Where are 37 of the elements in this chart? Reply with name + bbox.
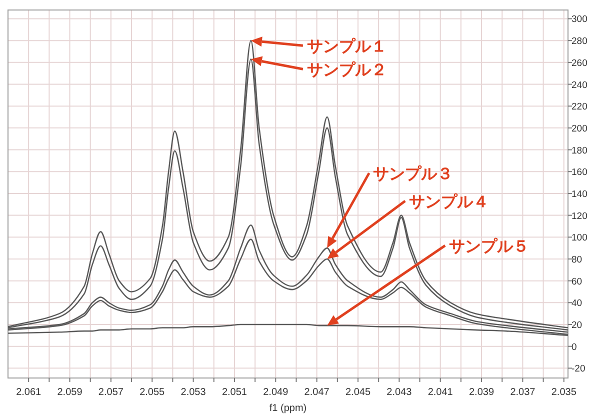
y-tick-label: 160 — [572, 167, 588, 178]
y-tick-label: 0 — [572, 342, 577, 353]
annotation: サンプル３ — [373, 165, 454, 184]
x-tick-label: 2.043 — [386, 387, 412, 398]
y-tick-label: 280 — [572, 36, 588, 48]
y-tick-label: 240 — [572, 80, 588, 91]
annotation: サンプル２ — [306, 61, 387, 80]
y-tick-label: 80 — [572, 254, 582, 266]
y-tick-label: 180 — [572, 145, 588, 156]
annotation: サンプル４ — [409, 192, 490, 211]
y-tick-label: 120 — [572, 210, 588, 222]
x-tick-label: 2.041 — [428, 387, 454, 398]
x-tick-label: 2.061 — [16, 387, 42, 398]
x-tick-label: 2.047 — [304, 387, 330, 398]
x-tick-label: 2.051 — [222, 387, 248, 398]
y-tick-label: 260 — [572, 58, 588, 69]
x-tick-label: 2.035 — [551, 387, 577, 398]
x-tick-label: 2.057 — [98, 387, 124, 398]
y-tick-label: 60 — [572, 276, 582, 288]
x-axis-title: f1 (ppm) — [269, 403, 307, 414]
x-tick-label: 2.039 — [469, 387, 494, 398]
y-tick-label: 200 — [572, 123, 588, 134]
x-tick-label: 2.055 — [140, 387, 166, 398]
y-tick-label: -20 — [572, 364, 586, 375]
y-tick-label: 220 — [572, 102, 588, 113]
x-tick-label: 2.049 — [263, 387, 289, 398]
y-tick-label: 40 — [572, 298, 582, 310]
x-tick-label: 2.053 — [180, 387, 206, 398]
x-tick-label: 2.045 — [345, 387, 371, 398]
annotation: サンプル５ — [449, 238, 530, 256]
x-tick-label: 2.037 — [510, 387, 536, 398]
annotation: サンプル１ — [306, 38, 387, 56]
x-tick-label: 2.059 — [57, 387, 83, 398]
y-tick-label: 100 — [572, 232, 588, 244]
y-tick-label: 300 — [572, 14, 588, 26]
y-tick-label: 140 — [572, 188, 588, 200]
y-tick-label: 20 — [572, 320, 582, 331]
